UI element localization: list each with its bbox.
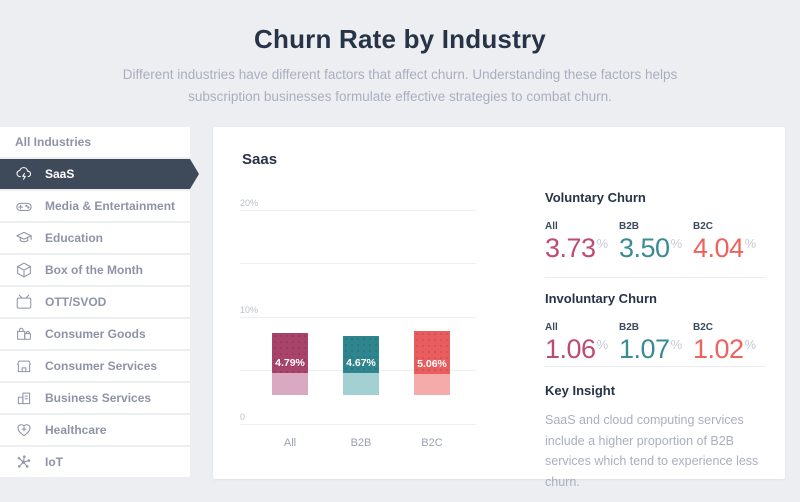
bar-segment-involuntary [343, 373, 379, 395]
sidebar-item-label: Education [45, 231, 104, 245]
cloud-lightning-icon [14, 164, 34, 184]
heart-plus-icon [14, 420, 34, 440]
stat-voluntary-b2c: B2C 4.04% [693, 221, 757, 263]
key-insight-heading: Key Insight [545, 383, 616, 398]
shopping-bags-icon [14, 324, 34, 344]
sidebar-item-healthcare[interactable]: Healthcare [0, 415, 190, 445]
sidebar-item-box-of-the-month[interactable]: Box of the Month [0, 255, 190, 285]
churn-bar-chart: 20% 10% 0 4.79% All 4.67% B2B 5.06% B2C [240, 197, 476, 457]
gridline [240, 424, 476, 425]
sidebar-item-saas[interactable]: SaaS [0, 159, 199, 189]
sidebar-item-label: OTT/SVOD [45, 295, 107, 309]
sidebar-item-ott-svod[interactable]: OTT/SVOD [0, 287, 190, 317]
sidebar-item-media-entertainment[interactable]: Media & Entertainment [0, 191, 190, 221]
sidebar-item-label: Consumer Goods [45, 327, 146, 341]
stat-involuntary-b2c: B2C 1.02% [693, 322, 757, 364]
package-box-icon [14, 260, 34, 280]
sidebar-item-consumer-services[interactable]: Consumer Services [0, 351, 190, 381]
bar-segment-voluntary: 4.67% [343, 336, 379, 373]
graduation-cap-icon [14, 228, 34, 248]
key-insight-text: SaaS and cloud computing services includ… [545, 413, 759, 489]
bar-b2c: 5.06% [414, 331, 450, 395]
sidebar-item-business-services[interactable]: Business Services [0, 383, 190, 413]
sidebar-item-label: Media & Entertainment [45, 199, 176, 213]
stats-panel: Voluntary Churn All 3.73% B2B 3.50% B2C … [545, 127, 777, 489]
page-title-strong: Churn Rate [254, 24, 397, 54]
buildings-icon [14, 388, 34, 408]
y-tick-0: 0 [240, 412, 246, 422]
network-nodes-icon [14, 452, 34, 472]
bar-segment-involuntary [414, 374, 450, 395]
sidebar-item-label: SaaS [45, 167, 75, 181]
stat-involuntary-b2b: B2B 1.07% [619, 322, 683, 364]
x-axis-label: All [283, 437, 297, 449]
storefront-icon [14, 356, 34, 376]
bar-all: 4.79% [272, 333, 308, 395]
gridline [240, 317, 476, 318]
sidebar-item-label: Box of the Month [45, 263, 143, 277]
bar-segment-involuntary [272, 373, 308, 395]
stat-voluntary-all: All 3.73% [545, 221, 609, 263]
stat-voluntary-b2b: B2B 3.50% [619, 221, 683, 263]
key-insight-section: Key Insight SaaS and cloud computing ser… [545, 383, 777, 493]
sidebar-item-education[interactable]: Education [0, 223, 190, 253]
bar-value-label: 4.67% [346, 357, 376, 369]
bar-value-label: 5.06% [417, 358, 447, 370]
page-subtitle: Different industries have different fact… [122, 67, 678, 105]
sidebar-item-label: Business Services [45, 391, 152, 405]
bar-b2b: 4.67% [343, 336, 379, 395]
sidebar-item-label: All Industries [15, 135, 92, 149]
x-axis-label: B2B [350, 437, 372, 449]
divider [545, 277, 765, 278]
y-tick-10: 10% [240, 305, 259, 315]
page-title-rest: by Industry [396, 24, 546, 54]
section-heading: Voluntary Churn [545, 190, 646, 205]
gamepad-icon [14, 196, 34, 216]
stat-row: All 1.06% B2B 1.07% B2C 1.02% [545, 322, 777, 363]
bar-value-label: 4.79% [275, 357, 305, 369]
sidebar-item-label: Healthcare [45, 423, 107, 437]
bar-segment-voluntary: 4.79% [272, 333, 308, 373]
y-tick-20: 20% [240, 198, 259, 208]
gridline [240, 210, 476, 211]
divider [545, 366, 765, 367]
bar-segment-voluntary: 5.06% [414, 331, 450, 374]
stat-row: All 3.73% B2B 3.50% B2C 4.04% [545, 221, 777, 262]
gridline [240, 263, 476, 264]
industry-sidebar: All Industries SaaS Media & Entertainmen… [0, 127, 199, 479]
involuntary-churn-section: Involuntary Churn All 1.06% B2B 1.07% B2… [545, 291, 777, 363]
industry-detail-card: Saas 20% 10% 0 4.79% All 4.67% B2B 5.06% B2C … [213, 127, 785, 489]
sidebar-item-label: Consumer Services [45, 359, 158, 373]
card-title: Saas [242, 151, 278, 168]
sidebar-item-consumer-goods[interactable]: Consumer Goods [0, 319, 190, 349]
voluntary-churn-section: Voluntary Churn All 3.73% B2B 3.50% B2C … [545, 190, 777, 262]
section-heading: Involuntary Churn [545, 291, 657, 306]
tv-icon [14, 292, 34, 312]
page-title: Churn Rate by Industry [0, 24, 800, 55]
sidebar-item-label: IoT [45, 455, 63, 469]
x-axis-label: B2C [421, 437, 443, 449]
sidebar-item-all-industries[interactable]: All Industries [0, 127, 190, 157]
sidebar-item-iot[interactable]: IoT [0, 447, 190, 477]
stat-involuntary-all: All 1.06% [545, 322, 609, 364]
